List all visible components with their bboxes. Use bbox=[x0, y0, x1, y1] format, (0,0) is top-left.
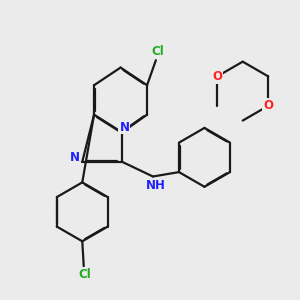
Text: Cl: Cl bbox=[152, 45, 165, 58]
Text: N: N bbox=[119, 121, 129, 134]
Text: NH: NH bbox=[146, 179, 166, 192]
Text: Cl: Cl bbox=[79, 268, 92, 281]
Text: O: O bbox=[263, 99, 273, 112]
Text: N: N bbox=[70, 151, 80, 164]
Text: O: O bbox=[212, 70, 222, 83]
